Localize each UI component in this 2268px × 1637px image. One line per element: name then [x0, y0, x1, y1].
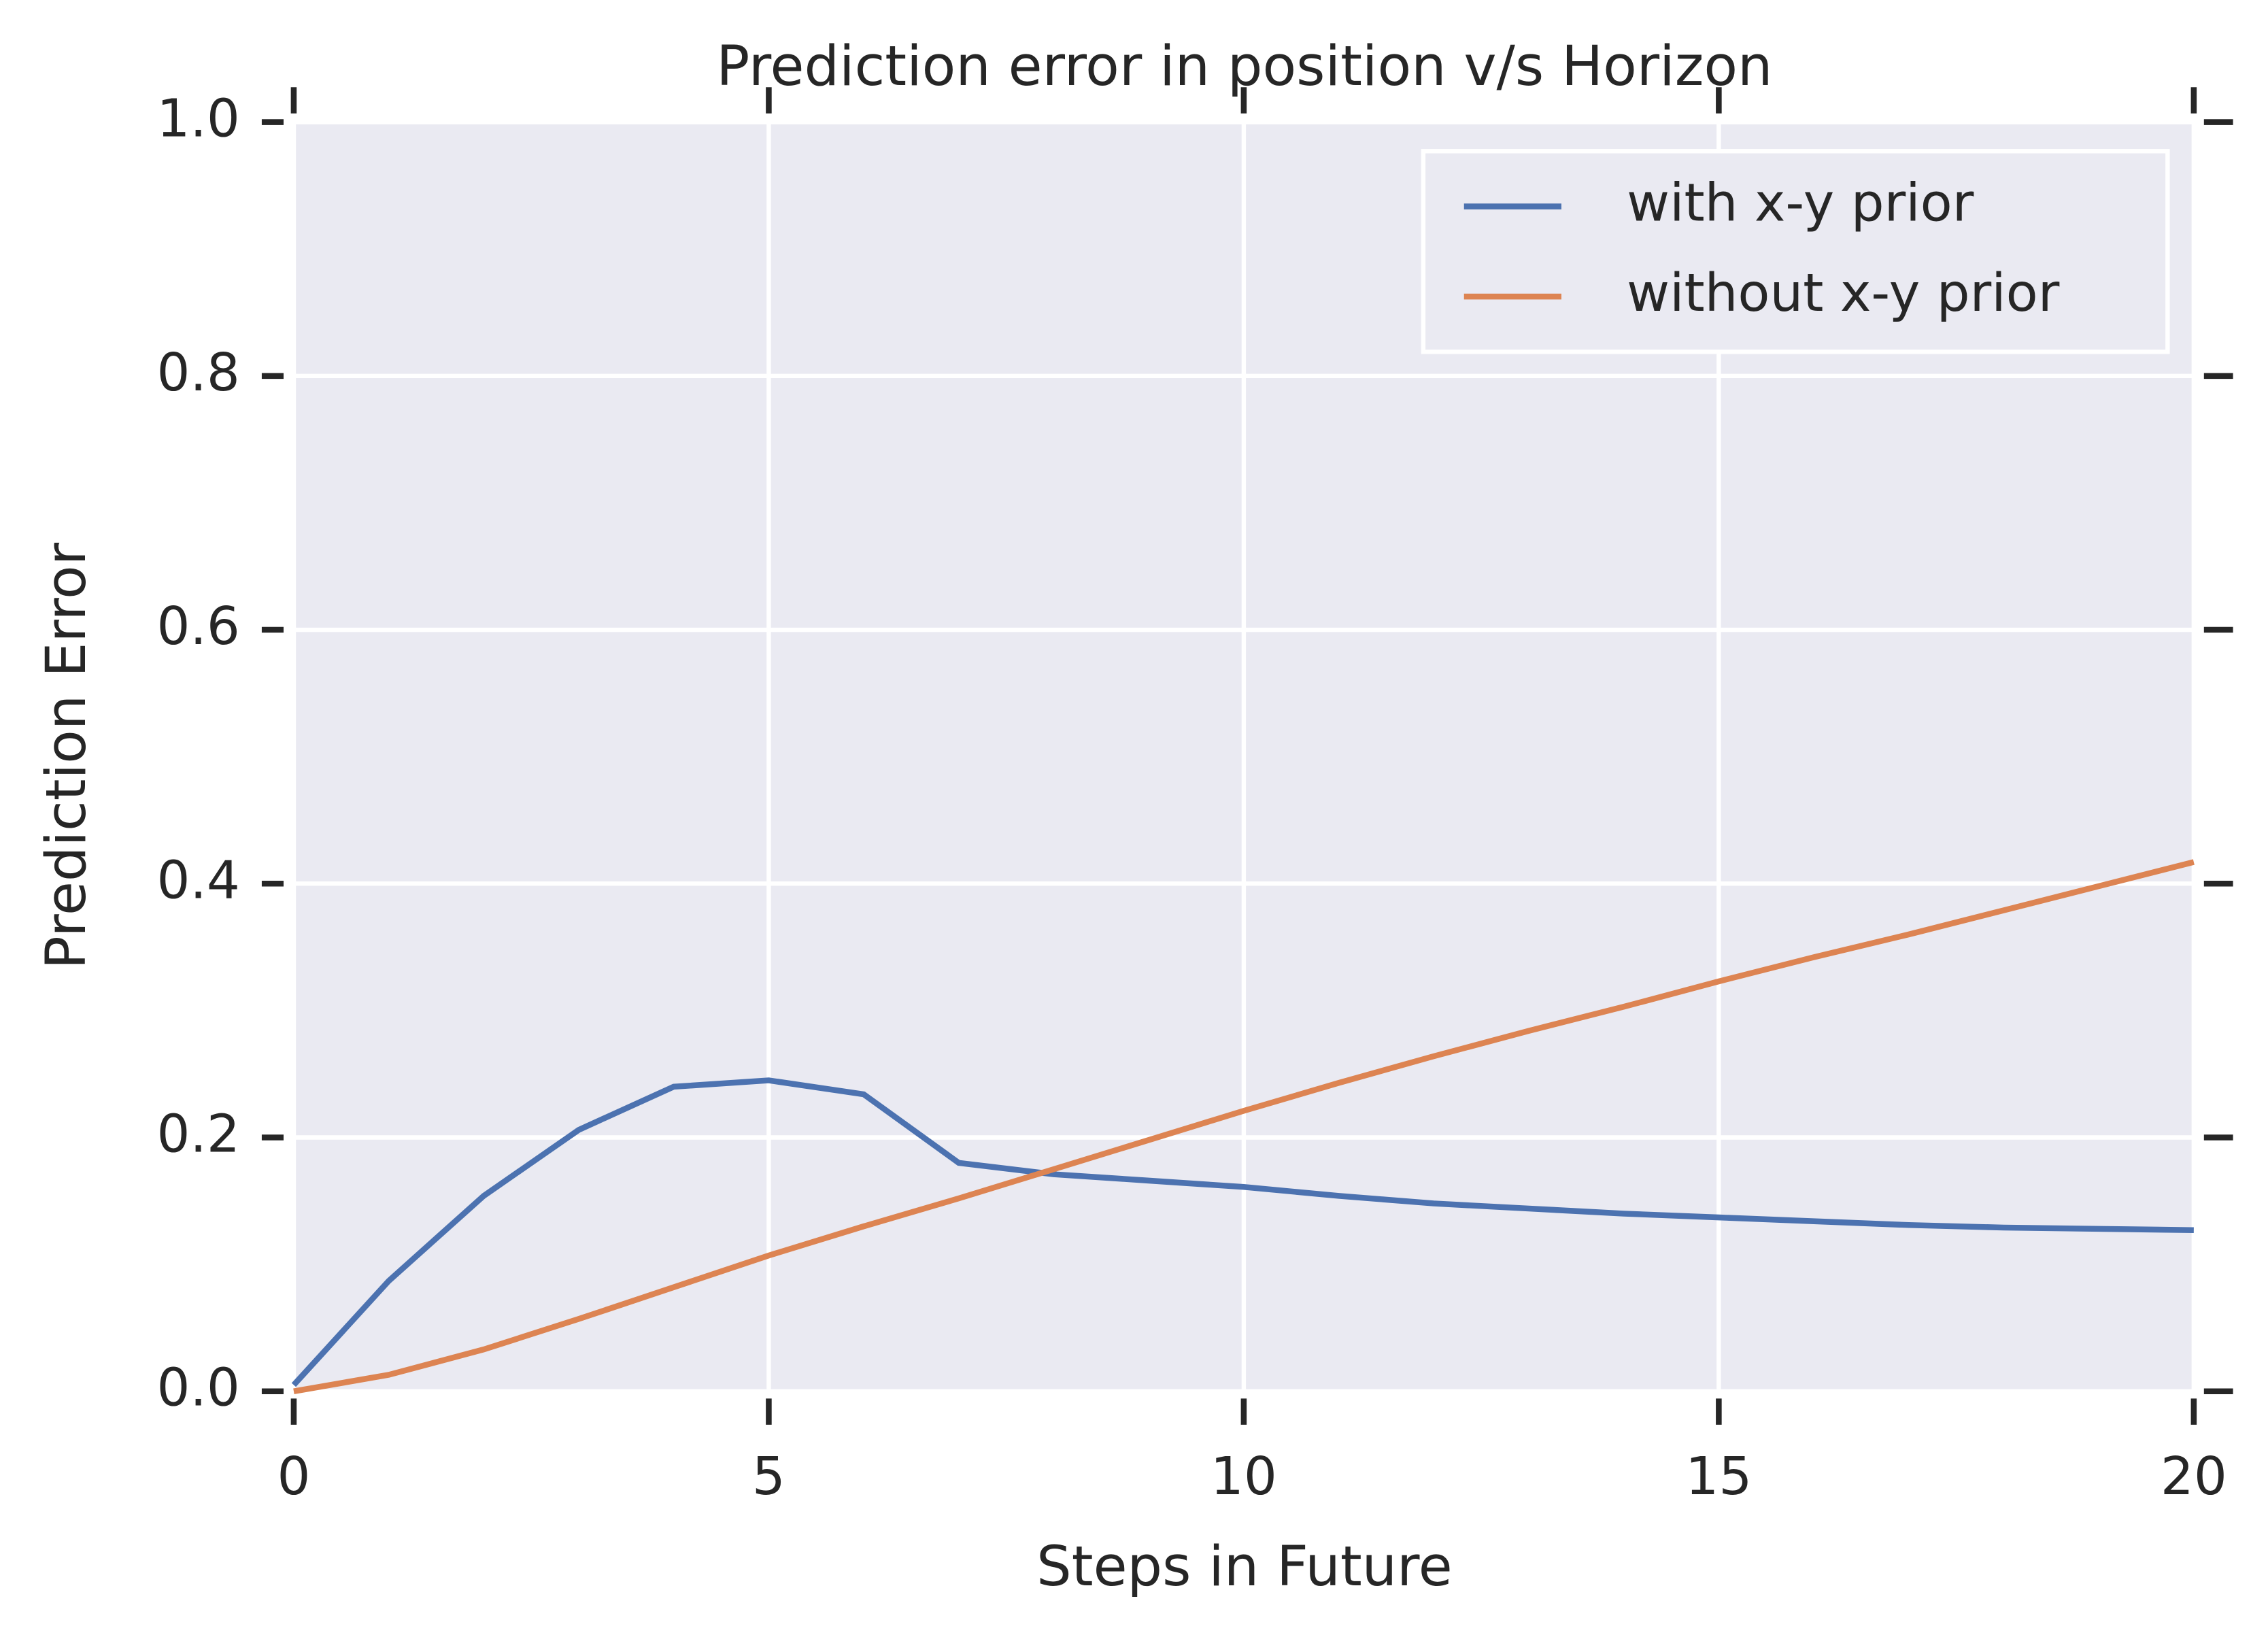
legend-label: with x-y prior — [1627, 173, 1974, 234]
x-tick-label: 5 — [752, 1447, 785, 1507]
x-tick-label: 15 — [1685, 1447, 1752, 1507]
x-axis-label: Steps in Future — [1036, 1535, 1453, 1599]
series-line — [291, 1077, 2194, 1387]
series-line — [293, 859, 2195, 1394]
y-tick-label: 0.4 — [156, 850, 239, 911]
x-tick-label: 10 — [1211, 1447, 1277, 1507]
y-axis-label: Prediction Error — [35, 542, 99, 969]
y-tick-label: 0.2 — [156, 1104, 239, 1164]
x-tick-label: 20 — [2161, 1447, 2227, 1507]
legend: with x-y prior without x-y prior — [1421, 149, 2170, 354]
y-tick-label: 0.0 — [156, 1358, 239, 1419]
legend-label: without x-y prior — [1627, 263, 2060, 324]
y-tick-label: 1.0 — [156, 89, 239, 150]
y-tick-label: 0.8 — [156, 343, 239, 403]
y-tick-label: 0.6 — [156, 596, 239, 657]
legend-box — [1421, 149, 2170, 354]
x-tick-label: 0 — [277, 1447, 310, 1507]
